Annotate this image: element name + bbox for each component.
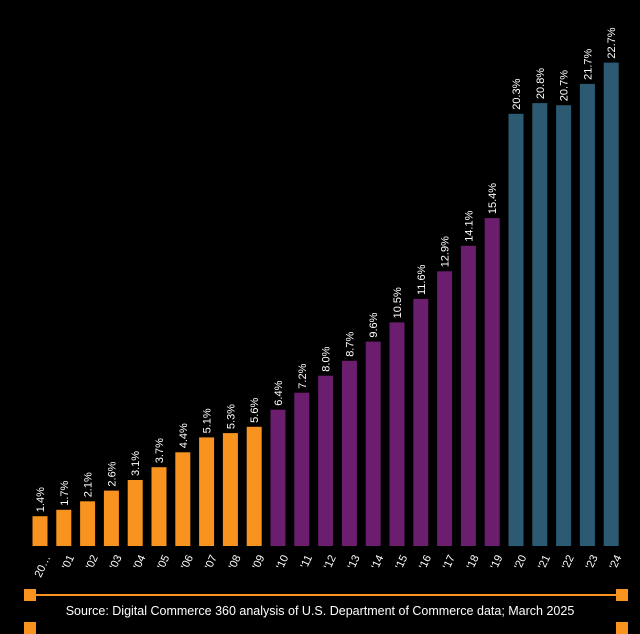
bar-3 bbox=[103, 490, 119, 546]
bar-24 bbox=[603, 62, 619, 546]
x-tick-label-1: '01 bbox=[60, 553, 77, 571]
bar-chart: 1.4% 1.7% 2.1% 2.6% 3.1% 3.7% 4.4% 5.1% 5.3% 5.6%… bbox=[32, 27, 625, 579]
bar-5 bbox=[151, 467, 167, 546]
data-label-23: 21.7% bbox=[582, 48, 594, 79]
data-label-3: 2.6% bbox=[106, 461, 118, 486]
bars-group bbox=[32, 62, 619, 547]
x-tick-label-16: '16 bbox=[417, 553, 434, 571]
bar-15 bbox=[389, 322, 405, 546]
bar-18 bbox=[460, 245, 476, 547]
data-label-6: 4.4% bbox=[178, 423, 190, 448]
data-labels-group: 1.4% 1.7% 2.1% 2.6% 3.1% 3.7% 4.4% 5.1% 5.3% 5.6%… bbox=[35, 27, 618, 512]
bar-12 bbox=[318, 375, 334, 546]
footer: Source: Digital Commerce 360 analysis of… bbox=[0, 588, 640, 634]
data-label-14: 9.6% bbox=[368, 312, 380, 337]
x-tick-label-5: '05 bbox=[155, 553, 172, 571]
bar-23 bbox=[579, 83, 595, 547]
bar-2 bbox=[80, 501, 96, 546]
x-tick-label-2: '02 bbox=[84, 553, 101, 571]
data-label-15: 10.5% bbox=[392, 287, 404, 318]
source-note: Source: Digital Commerce 360 analysis of… bbox=[65, 604, 575, 618]
data-label-4: 3.1% bbox=[130, 451, 142, 476]
x-tick-label-15: '15 bbox=[393, 553, 410, 571]
data-label-1: 1.7% bbox=[59, 481, 71, 506]
x-tick-label-17: '17 bbox=[441, 553, 458, 571]
data-label-19: 15.4% bbox=[487, 183, 499, 214]
footer-square-top-left bbox=[24, 589, 36, 601]
footer-square-top-right bbox=[616, 589, 628, 601]
bar-6 bbox=[175, 452, 191, 546]
footer-divider-line bbox=[30, 594, 618, 596]
x-tick-label-8: '08 bbox=[227, 553, 244, 571]
data-label-22: 20.7% bbox=[559, 70, 571, 101]
x-axis-ticks-group: 20… '01 '02 '03 '04 '05 '06 '07 '08 '09 '10 '11 '12 '… bbox=[33, 553, 625, 579]
data-label-13: 8.7% bbox=[344, 332, 356, 357]
x-tick-label-3: '03 bbox=[108, 553, 125, 571]
data-label-16: 11.6% bbox=[416, 264, 428, 295]
x-tick-label-11: '11 bbox=[298, 553, 315, 570]
bar-13 bbox=[341, 360, 357, 546]
data-label-5: 3.7% bbox=[154, 438, 166, 463]
bar-22 bbox=[556, 105, 572, 546]
footer-square-bottom-right bbox=[616, 622, 628, 634]
data-label-20: 20.3% bbox=[511, 78, 523, 109]
data-label-7: 5.1% bbox=[202, 408, 214, 433]
data-label-12: 8.0% bbox=[321, 346, 333, 371]
x-tick-label-9: '09 bbox=[251, 553, 268, 571]
bar-20 bbox=[508, 113, 524, 547]
x-tick-label-24: '24 bbox=[608, 553, 625, 571]
data-label-21: 20.8% bbox=[535, 68, 547, 99]
data-label-2: 2.1% bbox=[83, 472, 95, 497]
data-label-8: 5.3% bbox=[225, 404, 237, 429]
x-tick-label-20: '20 bbox=[512, 553, 529, 571]
bar-7 bbox=[199, 437, 215, 546]
bar-17 bbox=[437, 271, 453, 546]
bar-4 bbox=[127, 480, 143, 546]
x-tick-label-14: '14 bbox=[370, 553, 387, 571]
footer-square-bottom-left bbox=[24, 622, 36, 634]
x-tick-label-7: '07 bbox=[203, 553, 220, 571]
data-label-24: 22.7% bbox=[606, 27, 618, 58]
x-tick-label-10: '10 bbox=[274, 553, 291, 571]
bar-11 bbox=[294, 392, 310, 546]
bar-9 bbox=[246, 426, 262, 546]
x-tick-label-21: '21 bbox=[536, 553, 553, 571]
x-tick-label-23: '23 bbox=[584, 553, 601, 571]
x-tick-label-22: '22 bbox=[560, 553, 577, 571]
data-label-11: 7.2% bbox=[297, 363, 309, 388]
bar-16 bbox=[413, 299, 429, 546]
x-tick-label-6: '06 bbox=[179, 553, 196, 571]
x-tick-label-13: '13 bbox=[346, 553, 363, 571]
bar-0 bbox=[32, 516, 48, 546]
x-tick-label-4: '04 bbox=[132, 553, 149, 571]
bar-10 bbox=[270, 409, 286, 546]
data-label-17: 12.9% bbox=[440, 236, 452, 267]
data-label-9: 5.6% bbox=[249, 398, 261, 423]
bar-21 bbox=[532, 103, 548, 546]
bar-1 bbox=[56, 509, 72, 546]
x-tick-label-18: '18 bbox=[465, 553, 482, 571]
x-tick-label-19: '19 bbox=[489, 553, 506, 571]
x-tick-label-0: 20… bbox=[33, 553, 54, 579]
bar-8 bbox=[222, 433, 238, 546]
bar-14 bbox=[365, 341, 381, 546]
x-tick-label-12: '12 bbox=[322, 553, 339, 571]
data-label-0: 1.4% bbox=[35, 487, 47, 512]
data-label-10: 6.4% bbox=[273, 380, 285, 405]
bar-19 bbox=[484, 218, 500, 546]
data-label-18: 14.1% bbox=[463, 210, 475, 241]
